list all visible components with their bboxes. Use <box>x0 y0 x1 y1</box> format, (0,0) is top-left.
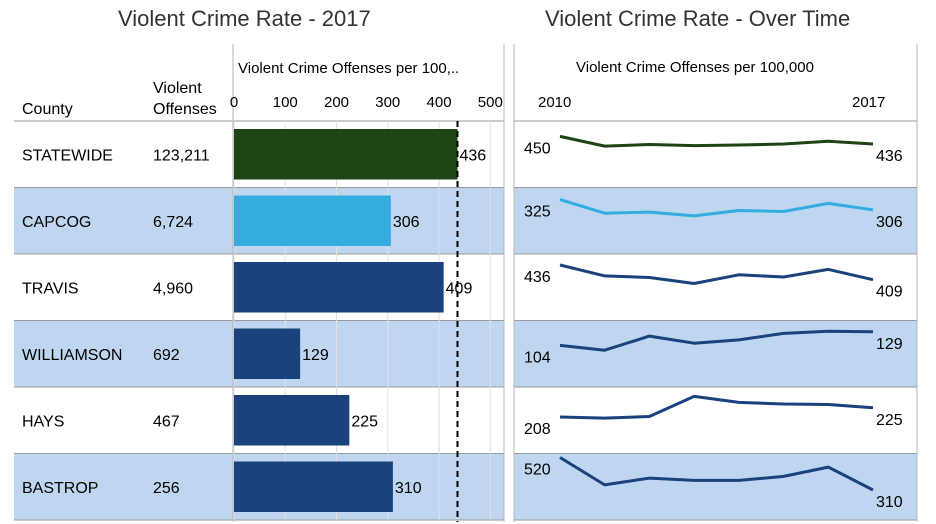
trend-start-value-statewide: 450 <box>524 140 551 157</box>
county-label-williamson: WILLIAMSON <box>22 347 122 364</box>
trend-end-value-travis: 409 <box>876 284 903 301</box>
bar-value-label-bastrop: 310 <box>395 480 422 497</box>
trend-end-value-capcog: 306 <box>876 214 903 231</box>
bar-value-label-statewide: 436 <box>459 147 486 164</box>
offenses-value-travis: 4,960 <box>153 280 193 297</box>
offenses-column-header-line2: Offenses <box>153 101 217 118</box>
trend-row-band <box>514 187 917 254</box>
trend-axis-title: Violent Crime Offenses per 100,000 <box>576 59 814 76</box>
trend-start-value-williamson: 104 <box>524 349 551 366</box>
x-tick-label: 100 <box>273 94 298 111</box>
county-label-statewide: STATEWIDE <box>22 147 113 164</box>
offenses-value-statewide: 123,211 <box>153 147 210 164</box>
trend-start-value-travis: 436 <box>524 269 551 286</box>
offenses-value-hays: 467 <box>153 413 180 430</box>
left-chart-title: Violent Crime Rate - 2017 <box>118 6 371 31</box>
county-label-capcog: CAPCOG <box>22 214 91 231</box>
offenses-value-capcog: 6,724 <box>153 214 193 231</box>
bar-value-label-travis: 409 <box>446 280 473 297</box>
trend-start-value-bastrop: 520 <box>524 462 551 479</box>
county-label-bastrop: BASTROP <box>22 480 98 497</box>
trend-end-value-hays: 225 <box>876 412 903 429</box>
right-chart-title: Violent Crime Rate - Over Time <box>545 6 851 31</box>
trend-line-travis <box>559 263 874 285</box>
county-label-travis: TRAVIS <box>22 280 79 297</box>
trend-line-capcog <box>559 198 874 218</box>
bar-travis <box>234 262 444 313</box>
trend-end-value-bastrop: 310 <box>876 494 903 511</box>
trend-end-year-label: 2017 <box>852 94 885 111</box>
county-column-header: County <box>22 101 73 118</box>
bar-axis-title: Violent Crime Offenses per 100,.. <box>238 60 459 77</box>
bar-williamson <box>234 328 301 379</box>
trend-line-williamson <box>559 329 874 352</box>
trend-line-bastrop <box>559 456 874 492</box>
x-tick-label: 500 <box>478 94 503 111</box>
x-tick-label: 400 <box>427 94 452 111</box>
offenses-value-williamson: 692 <box>153 347 180 364</box>
county-label-hays: HAYS <box>22 413 64 430</box>
bar-value-label-hays: 225 <box>351 413 378 430</box>
bar-capcog <box>234 195 391 246</box>
trend-line-hays <box>559 394 874 420</box>
trend-line-statewide <box>559 134 874 148</box>
x-tick-label: 0 <box>230 94 238 111</box>
offenses-column-header-line1: Violent <box>153 80 202 97</box>
bar-value-label-williamson: 129 <box>302 347 329 364</box>
x-tick-label: 200 <box>324 94 349 111</box>
trend-start-value-hays: 208 <box>524 421 551 438</box>
trend-start-value-capcog: 325 <box>524 204 551 221</box>
bar-bastrop <box>234 461 393 512</box>
trend-start-year-label: 2010 <box>538 94 571 111</box>
trend-row-band <box>514 453 917 520</box>
bar-hays <box>234 395 350 446</box>
bar-chart-panel: County Violent Offenses Violent Crime Offen… <box>14 44 505 522</box>
bar-value-label-capcog: 306 <box>393 214 420 231</box>
offenses-value-bastrop: 256 <box>153 480 180 497</box>
bar-statewide <box>234 129 458 180</box>
x-tick-label: 300 <box>375 94 400 111</box>
trend-end-value-williamson: 129 <box>876 336 903 353</box>
trend-end-value-statewide: 436 <box>876 148 903 165</box>
